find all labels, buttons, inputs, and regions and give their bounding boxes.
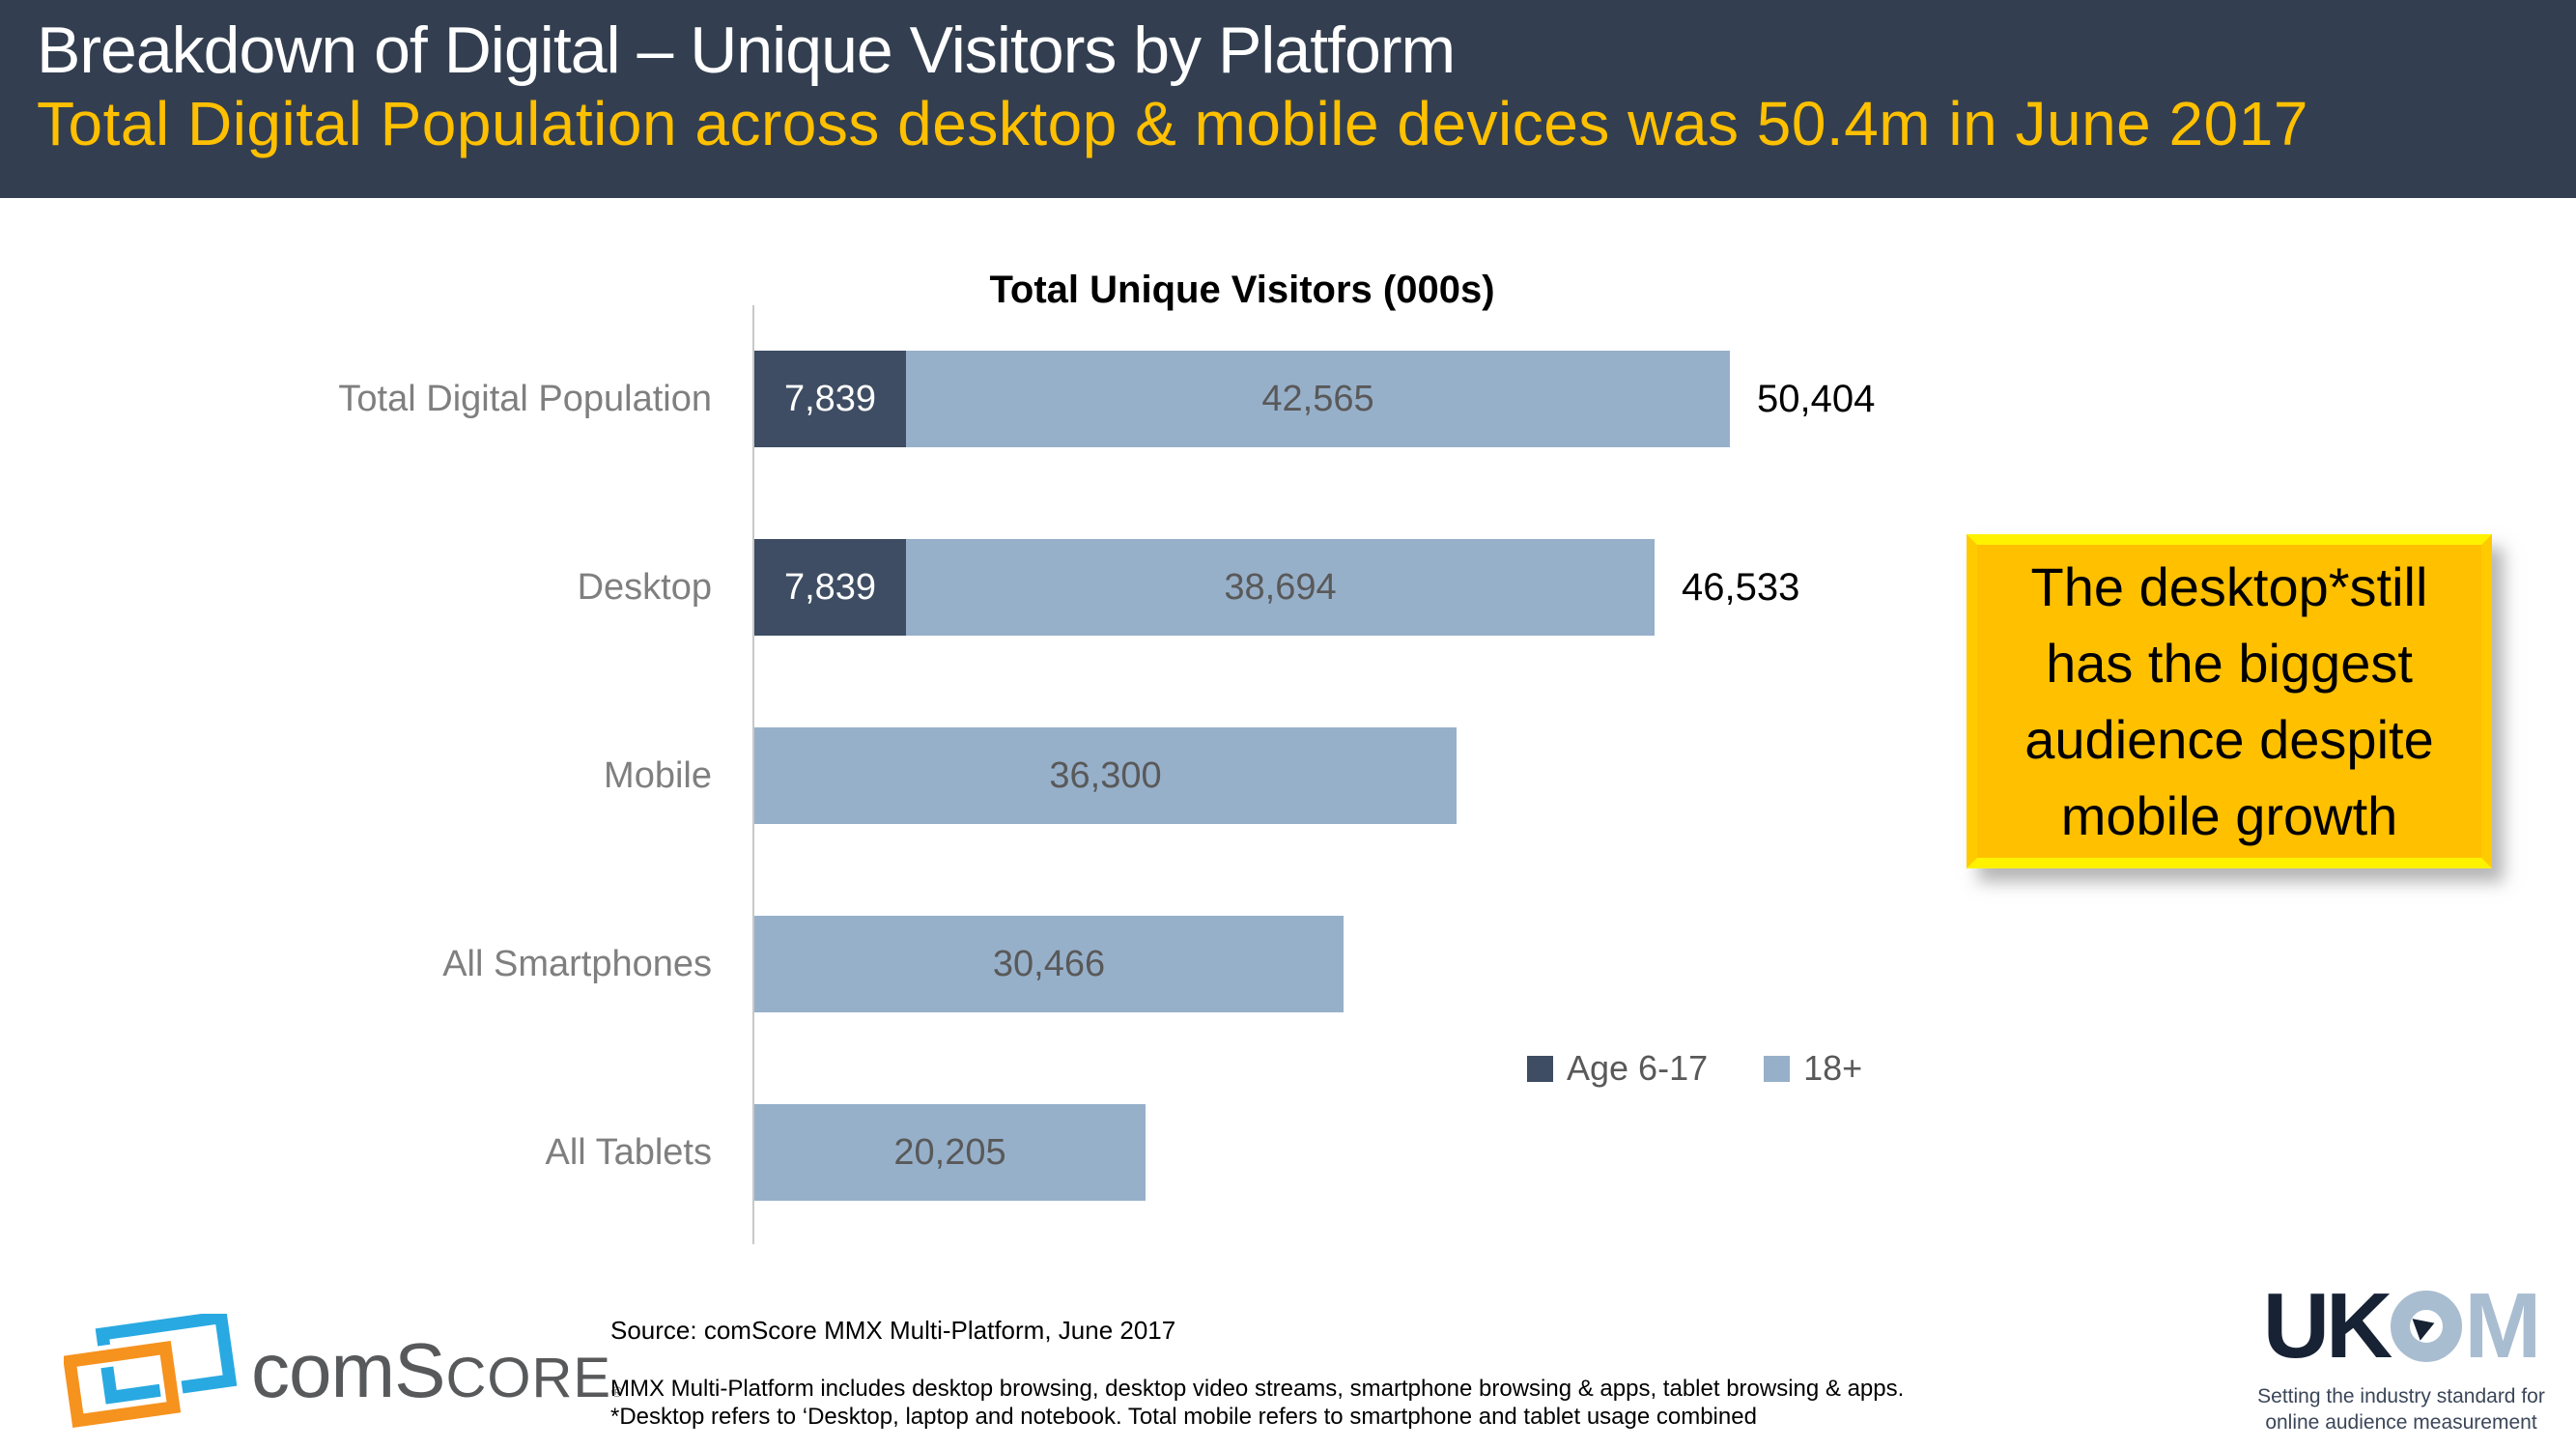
slide-title: Breakdown of Digital – Unique Visitors b… [37, 14, 1456, 87]
bar-total-label: 46,533 [1682, 565, 1800, 609]
bar-row: All Smartphones 30,466 [0, 916, 2125, 1012]
bar-track: 30,466 [754, 916, 1344, 1012]
bar-segment-age-6-17: 7,839 [754, 351, 906, 447]
category-label: Total Digital Population [338, 378, 712, 419]
legend-item: 18+ [1764, 1048, 1862, 1089]
bar-segment-18-: 36,300 [754, 727, 1457, 824]
ukom-cursor-icon [2412, 1312, 2439, 1341]
bar-segment-18-: 38,694 [906, 539, 1655, 636]
ukom-o-ring-icon [2391, 1291, 2463, 1362]
bar-total-label: 50,404 [1757, 377, 1876, 420]
chart-title: Total Unique Visitors (000s) [989, 269, 1495, 311]
category-label: Mobile [604, 754, 712, 796]
comscore-logo: comSCORE® [64, 1314, 622, 1428]
callout-box: The desktop*still has the biggest audien… [1967, 534, 2492, 868]
bar-track: 36,300 [754, 727, 1457, 824]
header-band: Breakdown of Digital – Unique Visitors b… [0, 0, 2576, 198]
note-line-2: *Desktop refers to ‘Desktop, laptop and … [610, 1404, 1757, 1430]
bar-track: 7,839 38,694 46,533 [754, 539, 1799, 636]
comscore-logo-text: comSCORE® [251, 1326, 622, 1415]
bar-segment-age-6-17: 7,839 [754, 539, 906, 636]
category-label: Desktop [577, 566, 712, 608]
bar-segment-18-: 30,466 [754, 916, 1344, 1012]
source-notes: MMX Multi-Platform includes desktop brow… [610, 1375, 1904, 1431]
legend-swatch-icon [1527, 1055, 1553, 1082]
callout-text: The desktop*still has the biggest audien… [2024, 556, 2434, 846]
bar-row: Total Digital Population 7,839 42,565 50,40… [0, 351, 2125, 447]
bar-segment-18-: 42,565 [906, 351, 1730, 447]
chart-axis-line [752, 305, 754, 1244]
legend-label: 18+ [1803, 1048, 1863, 1088]
bar-track: 20,205 [754, 1104, 1146, 1201]
bar-row: Mobile 36,300 [0, 727, 2125, 824]
source-block: Source: comScore MMX Multi-Platform, Jun… [610, 1316, 1904, 1431]
ukom-text-m: M [2464, 1274, 2541, 1378]
category-label: All Tablets [545, 1131, 712, 1173]
legend-swatch-icon [1764, 1055, 1791, 1082]
comscore-text-core: CORE [445, 1347, 612, 1409]
ukom-logo: UK M Setting the industry standard for o… [2246, 1273, 2557, 1449]
bar-segment-18-: 20,205 [754, 1104, 1146, 1201]
ukom-text-uk: UK [2262, 1274, 2393, 1378]
bar-row: All Tablets 20,205 [0, 1104, 2125, 1201]
source-line: Source: comScore MMX Multi-Platform, Jun… [610, 1316, 1176, 1345]
bar-track: 7,839 42,565 50,404 [754, 351, 1875, 447]
legend-item: Age 6-17 [1527, 1048, 1708, 1089]
comscore-text-com: com [251, 1327, 395, 1413]
slide-subtitle: Total Digital Population across desktop … [37, 89, 2308, 159]
ukom-tagline: Setting the industry standard for online… [2257, 1385, 2545, 1434]
comscore-text-s: S [394, 1327, 446, 1413]
comscore-logo-icon [64, 1314, 238, 1428]
legend-label: Age 6-17 [1567, 1048, 1709, 1088]
note-line-1: MMX Multi-Platform includes desktop brow… [610, 1376, 1905, 1402]
registered-mark-icon: ® [611, 1384, 623, 1401]
ukom-logo-letters: UK M [2246, 1273, 2557, 1379]
chart-legend: Age 6-17 18+ [1527, 1048, 1862, 1089]
category-label: All Smartphones [442, 943, 712, 984]
bar-row: Desktop 7,839 38,694 46,533 [0, 539, 2125, 636]
